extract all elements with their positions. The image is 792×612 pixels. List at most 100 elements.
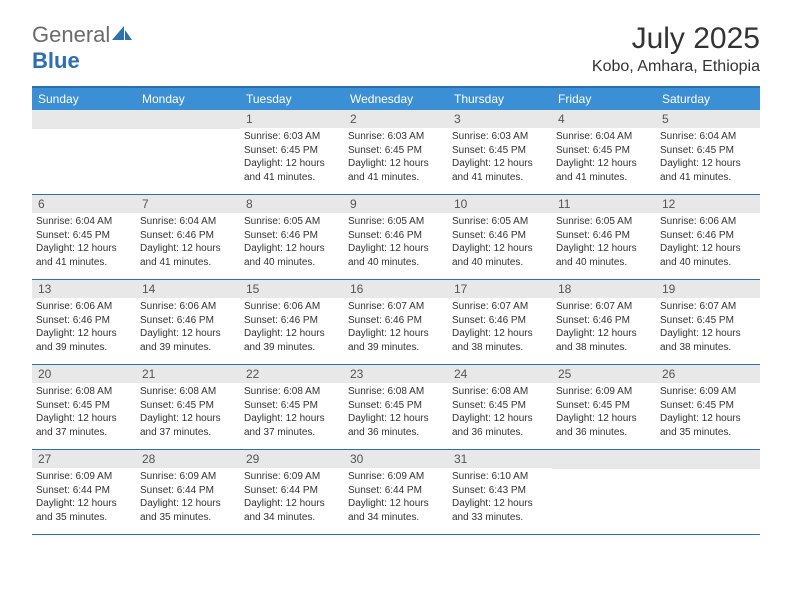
logo: General Blue xyxy=(32,22,134,74)
day-cell: 4Sunrise: 6:04 AMSunset: 6:45 PMDaylight… xyxy=(552,110,656,194)
day-body: Sunrise: 6:09 AMSunset: 6:44 PMDaylight:… xyxy=(32,468,136,526)
day-cell: 25Sunrise: 6:09 AMSunset: 6:45 PMDayligh… xyxy=(552,365,656,449)
day-cell: 14Sunrise: 6:06 AMSunset: 6:46 PMDayligh… xyxy=(136,280,240,364)
empty-day-number xyxy=(552,450,656,469)
week-row: 1Sunrise: 6:03 AMSunset: 6:45 PMDaylight… xyxy=(32,110,760,195)
day-body: Sunrise: 6:05 AMSunset: 6:46 PMDaylight:… xyxy=(552,213,656,271)
day-number: 20 xyxy=(32,365,136,383)
weeks-container: 1Sunrise: 6:03 AMSunset: 6:45 PMDaylight… xyxy=(32,110,760,535)
logo-text: General Blue xyxy=(32,22,134,74)
day-number: 21 xyxy=(136,365,240,383)
day-number: 27 xyxy=(32,450,136,468)
day-cell: 2Sunrise: 6:03 AMSunset: 6:45 PMDaylight… xyxy=(344,110,448,194)
day-number: 10 xyxy=(448,195,552,213)
day-cell: 21Sunrise: 6:08 AMSunset: 6:45 PMDayligh… xyxy=(136,365,240,449)
day-cell xyxy=(136,110,240,194)
day-body: Sunrise: 6:04 AMSunset: 6:45 PMDaylight:… xyxy=(552,128,656,186)
day-header-cell: Thursday xyxy=(448,88,552,110)
day-number: 19 xyxy=(656,280,760,298)
day-header-row: SundayMondayTuesdayWednesdayThursdayFrid… xyxy=(32,88,760,110)
week-row: 13Sunrise: 6:06 AMSunset: 6:46 PMDayligh… xyxy=(32,280,760,365)
day-number: 18 xyxy=(552,280,656,298)
empty-day-number xyxy=(136,110,240,129)
day-cell: 10Sunrise: 6:05 AMSunset: 6:46 PMDayligh… xyxy=(448,195,552,279)
day-cell: 30Sunrise: 6:09 AMSunset: 6:44 PMDayligh… xyxy=(344,450,448,534)
day-number: 22 xyxy=(240,365,344,383)
day-cell: 7Sunrise: 6:04 AMSunset: 6:46 PMDaylight… xyxy=(136,195,240,279)
day-number: 26 xyxy=(656,365,760,383)
day-number: 23 xyxy=(344,365,448,383)
day-number: 6 xyxy=(32,195,136,213)
day-body: Sunrise: 6:06 AMSunset: 6:46 PMDaylight:… xyxy=(656,213,760,271)
day-cell: 29Sunrise: 6:09 AMSunset: 6:44 PMDayligh… xyxy=(240,450,344,534)
day-cell: 15Sunrise: 6:06 AMSunset: 6:46 PMDayligh… xyxy=(240,280,344,364)
day-body: Sunrise: 6:03 AMSunset: 6:45 PMDaylight:… xyxy=(240,128,344,186)
month-title: July 2025 xyxy=(592,22,760,56)
day-cell: 11Sunrise: 6:05 AMSunset: 6:46 PMDayligh… xyxy=(552,195,656,279)
day-cell xyxy=(32,110,136,194)
day-body: Sunrise: 6:04 AMSunset: 6:45 PMDaylight:… xyxy=(32,213,136,271)
day-cell: 16Sunrise: 6:07 AMSunset: 6:46 PMDayligh… xyxy=(344,280,448,364)
day-cell: 31Sunrise: 6:10 AMSunset: 6:43 PMDayligh… xyxy=(448,450,552,534)
day-body: Sunrise: 6:06 AMSunset: 6:46 PMDaylight:… xyxy=(136,298,240,356)
day-number: 13 xyxy=(32,280,136,298)
day-cell: 23Sunrise: 6:08 AMSunset: 6:45 PMDayligh… xyxy=(344,365,448,449)
day-number: 24 xyxy=(448,365,552,383)
day-number: 30 xyxy=(344,450,448,468)
day-body: Sunrise: 6:09 AMSunset: 6:44 PMDaylight:… xyxy=(240,468,344,526)
day-body: Sunrise: 6:07 AMSunset: 6:46 PMDaylight:… xyxy=(448,298,552,356)
day-body: Sunrise: 6:08 AMSunset: 6:45 PMDaylight:… xyxy=(32,383,136,441)
day-number: 4 xyxy=(552,110,656,128)
day-body: Sunrise: 6:08 AMSunset: 6:45 PMDaylight:… xyxy=(240,383,344,441)
day-cell: 20Sunrise: 6:08 AMSunset: 6:45 PMDayligh… xyxy=(32,365,136,449)
day-number: 28 xyxy=(136,450,240,468)
day-cell: 9Sunrise: 6:05 AMSunset: 6:46 PMDaylight… xyxy=(344,195,448,279)
day-body: Sunrise: 6:03 AMSunset: 6:45 PMDaylight:… xyxy=(344,128,448,186)
day-body: Sunrise: 6:04 AMSunset: 6:46 PMDaylight:… xyxy=(136,213,240,271)
location: Kobo, Amhara, Ethiopia xyxy=(592,58,760,76)
empty-day-number xyxy=(32,110,136,129)
day-body: Sunrise: 6:08 AMSunset: 6:45 PMDaylight:… xyxy=(344,383,448,441)
day-body: Sunrise: 6:04 AMSunset: 6:45 PMDaylight:… xyxy=(656,128,760,186)
day-cell: 6Sunrise: 6:04 AMSunset: 6:45 PMDaylight… xyxy=(32,195,136,279)
week-row: 20Sunrise: 6:08 AMSunset: 6:45 PMDayligh… xyxy=(32,365,760,450)
day-body: Sunrise: 6:07 AMSunset: 6:46 PMDaylight:… xyxy=(552,298,656,356)
day-number: 17 xyxy=(448,280,552,298)
day-cell: 26Sunrise: 6:09 AMSunset: 6:45 PMDayligh… xyxy=(656,365,760,449)
day-cell: 19Sunrise: 6:07 AMSunset: 6:45 PMDayligh… xyxy=(656,280,760,364)
day-body: Sunrise: 6:07 AMSunset: 6:46 PMDaylight:… xyxy=(344,298,448,356)
day-number: 5 xyxy=(656,110,760,128)
day-header-cell: Sunday xyxy=(32,88,136,110)
day-number: 9 xyxy=(344,195,448,213)
day-cell: 28Sunrise: 6:09 AMSunset: 6:44 PMDayligh… xyxy=(136,450,240,534)
day-cell: 5Sunrise: 6:04 AMSunset: 6:45 PMDaylight… xyxy=(656,110,760,194)
day-number: 16 xyxy=(344,280,448,298)
day-body: Sunrise: 6:07 AMSunset: 6:45 PMDaylight:… xyxy=(656,298,760,356)
day-cell: 13Sunrise: 6:06 AMSunset: 6:46 PMDayligh… xyxy=(32,280,136,364)
day-number: 31 xyxy=(448,450,552,468)
day-body: Sunrise: 6:03 AMSunset: 6:45 PMDaylight:… xyxy=(448,128,552,186)
day-number: 12 xyxy=(656,195,760,213)
day-cell: 8Sunrise: 6:05 AMSunset: 6:46 PMDaylight… xyxy=(240,195,344,279)
day-number: 8 xyxy=(240,195,344,213)
day-header-cell: Wednesday xyxy=(344,88,448,110)
day-number: 1 xyxy=(240,110,344,128)
day-header-cell: Monday xyxy=(136,88,240,110)
day-body: Sunrise: 6:05 AMSunset: 6:46 PMDaylight:… xyxy=(344,213,448,271)
week-row: 6Sunrise: 6:04 AMSunset: 6:45 PMDaylight… xyxy=(32,195,760,280)
day-cell: 3Sunrise: 6:03 AMSunset: 6:45 PMDaylight… xyxy=(448,110,552,194)
day-cell: 27Sunrise: 6:09 AMSunset: 6:44 PMDayligh… xyxy=(32,450,136,534)
day-cell xyxy=(656,450,760,534)
day-body: Sunrise: 6:05 AMSunset: 6:46 PMDaylight:… xyxy=(448,213,552,271)
day-cell: 22Sunrise: 6:08 AMSunset: 6:45 PMDayligh… xyxy=(240,365,344,449)
logo-text-1: General xyxy=(32,22,110,47)
day-cell xyxy=(552,450,656,534)
day-body: Sunrise: 6:06 AMSunset: 6:46 PMDaylight:… xyxy=(240,298,344,356)
day-cell: 17Sunrise: 6:07 AMSunset: 6:46 PMDayligh… xyxy=(448,280,552,364)
day-body: Sunrise: 6:06 AMSunset: 6:46 PMDaylight:… xyxy=(32,298,136,356)
day-cell: 12Sunrise: 6:06 AMSunset: 6:46 PMDayligh… xyxy=(656,195,760,279)
calendar: SundayMondayTuesdayWednesdayThursdayFrid… xyxy=(32,86,760,535)
calendar-page: General Blue July 2025 Kobo, Amhara, Eth… xyxy=(0,0,792,557)
day-body: Sunrise: 6:09 AMSunset: 6:45 PMDaylight:… xyxy=(656,383,760,441)
day-number: 3 xyxy=(448,110,552,128)
